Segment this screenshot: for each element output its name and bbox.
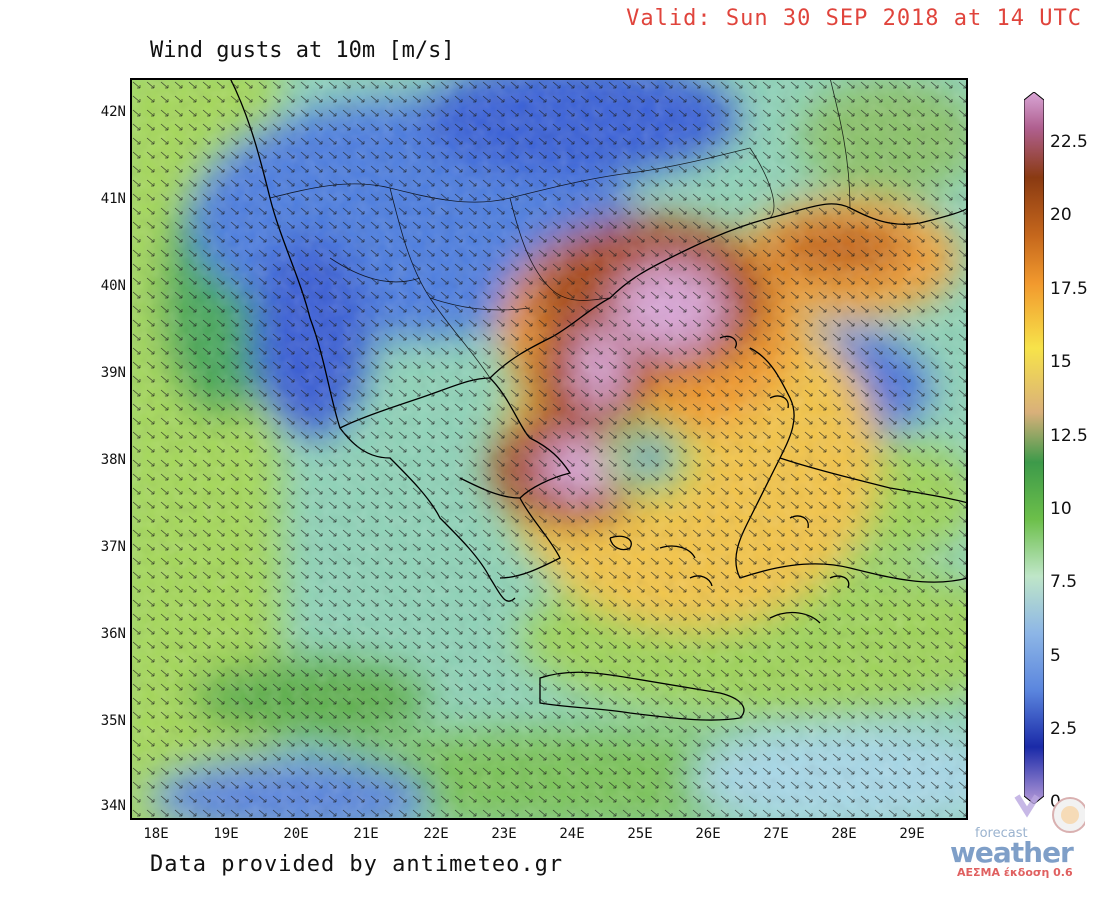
data-credit: Data provided by antimeteo.gr [150, 852, 564, 877]
lon-label-29: 29E [899, 826, 925, 842]
lon-label-19: 19E [213, 826, 239, 842]
lon-label-26: 26E [695, 826, 721, 842]
colorbar-label-10: 10 [1050, 499, 1072, 519]
lat-label-36: 36N [100, 626, 126, 642]
colorbar-label-5: 5 [1050, 646, 1061, 666]
weather-logo-icon [1014, 794, 1085, 833]
logo-subtitle: ΑΕΣΜΑ έκδοση 0.6 [957, 866, 1073, 879]
lon-label-20: 20E [283, 826, 309, 842]
colorbar-label-12-5: 12.5 [1050, 426, 1088, 446]
lon-label-25: 25E [627, 826, 653, 842]
lat-label-37: 37N [100, 539, 126, 555]
colorbar-label-22-5: 22.5 [1050, 132, 1088, 152]
lat-label-40: 40N [100, 278, 126, 294]
lat-label-34: 34N [100, 798, 126, 814]
colorbar-label-7-5: 7.5 [1050, 572, 1078, 592]
colorbar-label-17-5: 17.5 [1050, 279, 1088, 299]
lon-label-23: 23E [491, 826, 517, 842]
lon-label-21: 21E [353, 826, 379, 842]
lat-label-35: 35N [100, 713, 126, 729]
map-title: Wind gusts at 10m [m/s] [150, 38, 455, 63]
wind-arrows [130, 78, 968, 820]
lat-label-39: 39N [100, 365, 126, 381]
lon-label-22: 22E [423, 826, 449, 842]
logo-forecast-text: forecast [975, 826, 1028, 841]
colorbar [1024, 92, 1044, 804]
lon-label-28: 28E [831, 826, 857, 842]
colorbar-label-15: 15 [1050, 352, 1072, 372]
lon-label-27: 27E [763, 826, 789, 842]
colorbar-label-0: 0 [1050, 792, 1061, 812]
valid-time-label: Valid: Sun 30 SEP 2018 at 14 UTC [626, 6, 1082, 31]
lat-label-38: 38N [100, 452, 126, 468]
lat-label-42: 42N [100, 104, 126, 120]
colorbar-label-2-5: 2.5 [1050, 719, 1078, 739]
lon-label-24: 24E [559, 826, 585, 842]
colorbar-label-20: 20 [1050, 205, 1072, 225]
wind-gust-map [130, 78, 968, 820]
lon-label-18: 18E [143, 826, 169, 842]
map-canvas [130, 78, 968, 820]
logo-weather-text: weather [950, 836, 1074, 869]
lat-label-41: 41N [100, 191, 126, 207]
